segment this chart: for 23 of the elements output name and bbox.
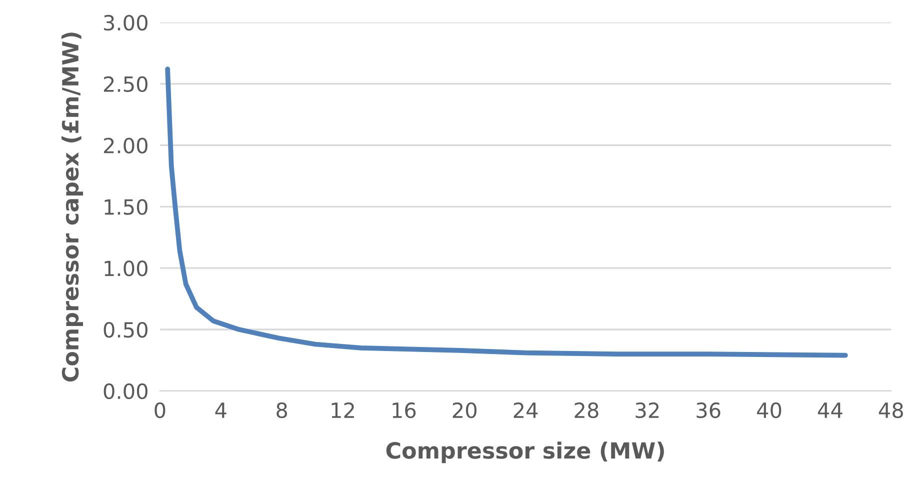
x-tick-label: 0: [154, 402, 166, 418]
x-tick-label: 32: [636, 402, 659, 418]
line-series: [165, 66, 848, 358]
y-tick-label: 2.00: [104, 138, 148, 154]
x-tick-label: 4: [215, 402, 226, 418]
y-tick-label: 0.00: [104, 383, 148, 400]
y-tick-label: 1.00: [104, 260, 148, 276]
y-tick-label: 2.50: [104, 76, 148, 92]
x-tick-label: 36: [696, 402, 720, 418]
x-tick-label: 8: [276, 402, 288, 418]
y-axis-title: Compressor capex (£m/MW): [62, 32, 84, 382]
x-tick-label: 40: [757, 402, 782, 418]
x-tick-label: 24: [514, 402, 538, 418]
x-tick-label: 28: [574, 402, 598, 418]
y-tick-label: 1.50: [104, 199, 148, 215]
y-tick-label: 0.50: [104, 322, 148, 338]
x-tick-label: 44: [818, 402, 842, 418]
x-axis-title: Compressor size (MW): [386, 442, 664, 464]
x-tick-label: 20: [452, 402, 476, 418]
y-tick-label: 3.00: [104, 14, 148, 31]
x-tick-label: 16: [392, 402, 416, 418]
x-tick-label: 12: [332, 402, 354, 418]
x-tick-label: 48: [878, 402, 903, 418]
